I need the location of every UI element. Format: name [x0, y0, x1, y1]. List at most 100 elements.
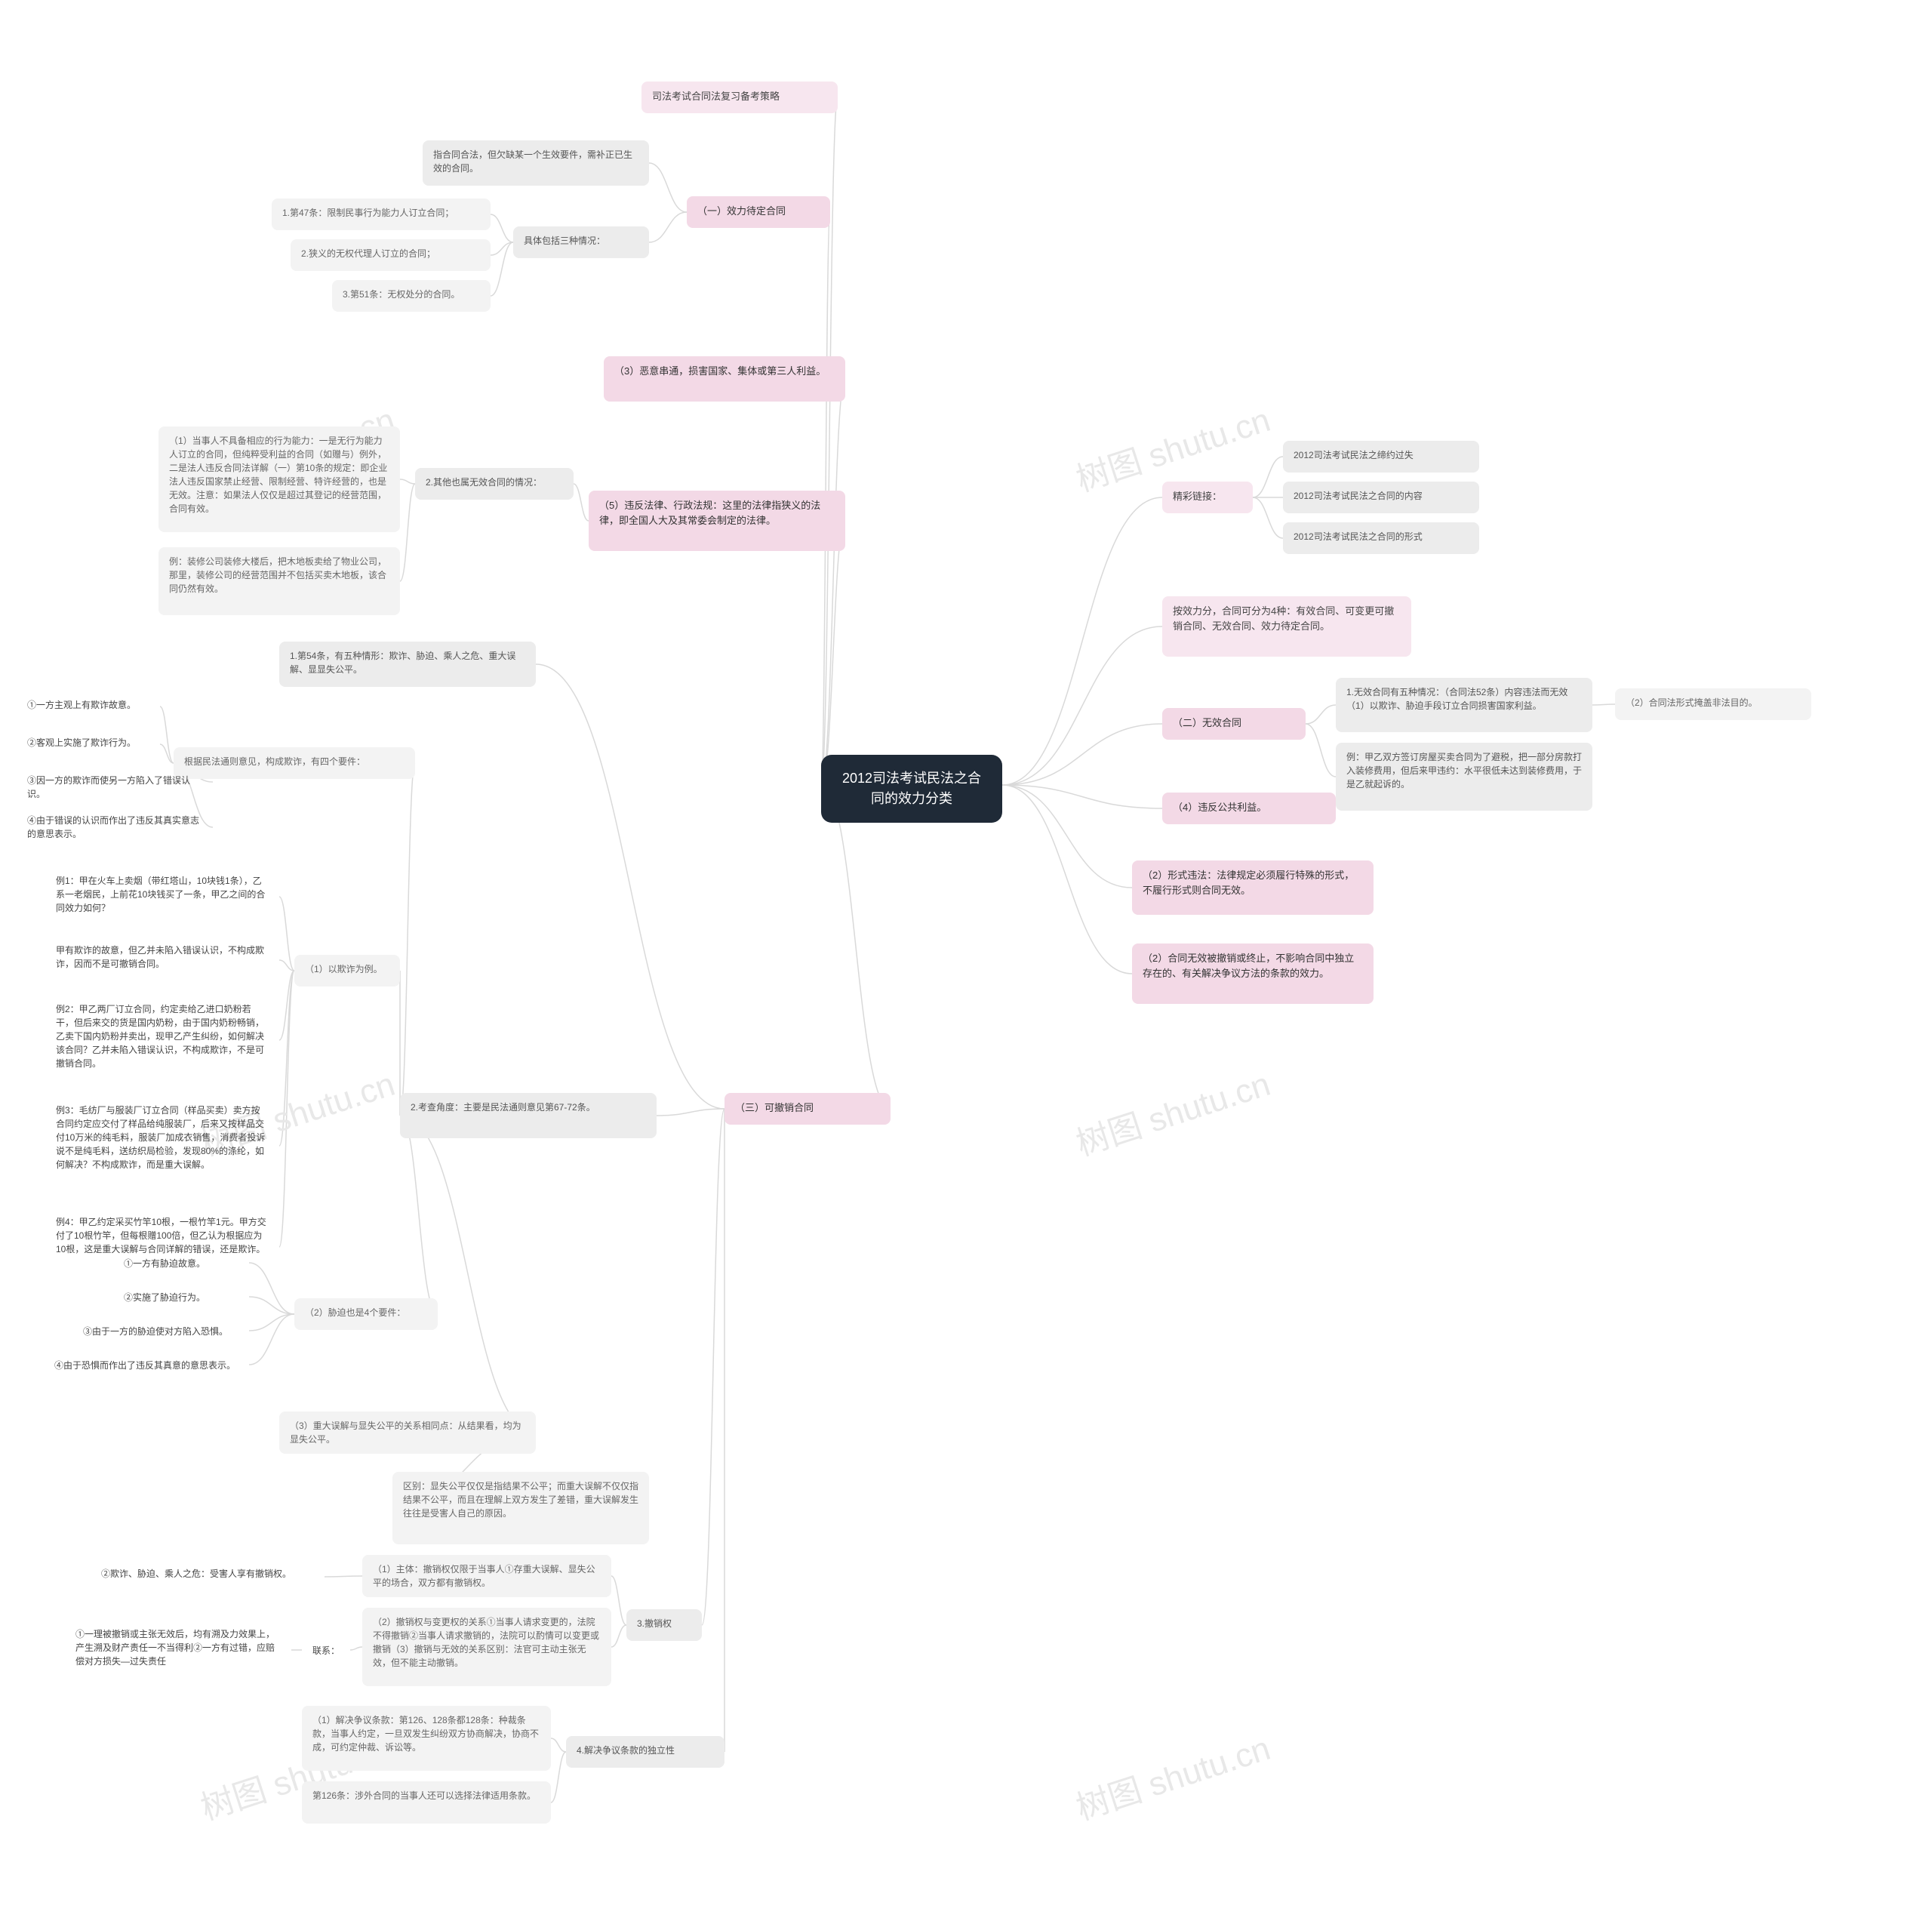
node-r_sec5_a2[interactable]: 例：装修公司装修大楼后，把木地板卖给了物业公司，那里，装修公司的经营范围并不包括…	[158, 547, 400, 615]
edge	[400, 763, 415, 1116]
node-r_sec2_b[interactable]: 例：甲乙双方签订房屋买卖合同为了避税，把一部分房款打入装修费用，但后来甲违约：水…	[1336, 743, 1592, 811]
node-r_sec1_b3[interactable]: 3.第51条：无权处分的合同。	[332, 280, 491, 312]
node-s3_3_diff[interactable]: 区别：显失公平仅仅是指结果不公平；而重大误解不仅仅指结果不公平，而且在理解上双方…	[392, 1472, 649, 1544]
node-s3_3[interactable]: （3）重大误解与显失公平的关系相同点：从结果看，均为显失公平。	[279, 1411, 536, 1454]
node-s3_54[interactable]: 1.第54条，有五种情形：欺诈、胁迫、乘人之危、重大误解、显显失公平。	[279, 642, 536, 687]
edge	[400, 1116, 536, 1433]
node-s3_1[interactable]: （1）以欺诈为例。	[294, 955, 400, 987]
edge	[160, 706, 174, 763]
watermark: 树图 shutu.cn	[1069, 1057, 1275, 1165]
edge	[649, 163, 687, 212]
node-s3_yj_2[interactable]: ②客观上实施了欺诈行为。	[17, 728, 160, 760]
edge	[1253, 497, 1283, 538]
node-r_sec1_b1[interactable]: 1.第47条：限制民事行为能力人订立合同；	[272, 199, 491, 230]
node-r_top[interactable]: 司法考试合同法复习备考策略	[641, 82, 838, 113]
node-s3_rev[interactable]: 3.撤销权	[626, 1609, 702, 1641]
edge	[1002, 785, 1162, 808]
node-r_sec5_a1[interactable]: （1）当事人不具备相应的行为能力：一是无行为能力人订立的合同，但纯粹受利益的合同…	[158, 426, 400, 532]
node-links_head[interactable]: 精彩链接：	[1162, 482, 1253, 513]
edge	[1002, 785, 1132, 974]
node-s3_1_ex3[interactable]: 例3：毛纺厂与服装厂订立合同（样品买卖）卖方按合同约定应交付了样品给纯服装厂，后…	[45, 1096, 279, 1196]
edge	[160, 744, 174, 763]
edge	[491, 242, 513, 255]
edge	[1253, 457, 1283, 497]
node-s3_1_ex1a[interactable]: 例1：甲在火车上卖烟（带红塔山，10块钱1条），乙系一老烟民，上前花10块钱买了…	[45, 867, 279, 927]
node-r_sec5[interactable]: （5）违反法律、行政法规：这里的法律指狭义的法律，即全国人大及其常委会制定的法律…	[589, 491, 845, 551]
edge	[611, 1576, 626, 1625]
edge	[1306, 724, 1336, 777]
edge	[350, 1647, 362, 1650]
node-links_3[interactable]: 2012司法考试民法之合同的形式	[1283, 522, 1479, 554]
edge	[279, 960, 294, 971]
edge	[279, 971, 294, 1247]
node-s3_rev_2_l_head[interactable]: 联系：	[302, 1636, 350, 1665]
edge	[279, 971, 294, 1040]
node-s3_rev_1[interactable]: （1）主体：撤销权仅限于当事人①存重大误解、显失公平的场合，双方都有撤销权。	[362, 1555, 611, 1597]
node-r_sec5_a[interactable]: 2.其他也属无效合同的情况：	[415, 468, 574, 500]
edge	[1002, 785, 1132, 888]
node-r_power[interactable]: 按效力分，合同可分为4种：有效合同、可变更可撤销合同、无效合同、效力待定合同。	[1162, 596, 1411, 657]
edge	[400, 484, 415, 581]
node-s3_4[interactable]: 4.解决争议条款的独立性	[566, 1736, 724, 1768]
node-r_form[interactable]: （2）形式违法：法律规定必须履行特殊的形式，不履行形式则合同无效。	[1132, 860, 1374, 915]
node-s3_rev_1_l[interactable]: ②欺诈、胁迫、乘人之危：受害人享有撤销权。	[91, 1559, 325, 1594]
node-s3_yj_1[interactable]: ①一方主观上有欺诈故意。	[17, 691, 160, 722]
edge	[574, 484, 589, 521]
edge	[551, 1738, 566, 1752]
node-r_sec2_a[interactable]: 1.无效合同有五种情况：（合同法52条）内容违法而无效（1）以欺诈、胁迫手段订立…	[1336, 678, 1592, 732]
node-r_sec2_a_r[interactable]: （2）合同法形式掩盖非法目的。	[1615, 688, 1811, 720]
edge	[1002, 724, 1162, 785]
node-r_sec3_evil[interactable]: （3）恶意串通，损害国家、集体或第三人利益。	[604, 356, 845, 402]
node-r_sec4[interactable]: （4）违反公共利益。	[1162, 793, 1336, 824]
edge	[1592, 704, 1615, 705]
edge	[821, 785, 891, 1109]
edge	[279, 971, 294, 1146]
edge	[821, 379, 845, 785]
node-s3_yj_3[interactable]: ③因一方的欺诈而使另一方陷入了错误认识。	[17, 766, 213, 808]
watermark: 树图 shutu.cn	[1069, 1721, 1275, 1829]
node-r_sec1[interactable]: （一）效力待定合同	[687, 196, 830, 228]
edge	[1002, 626, 1162, 785]
node-s3_2[interactable]: （2）胁迫也是4个要件：	[294, 1298, 438, 1330]
node-root[interactable]: 2012司法考试民法之合同的效力分类	[821, 755, 1002, 823]
edge	[325, 1576, 362, 1577]
edge	[536, 664, 724, 1109]
node-s3_4_a[interactable]: （1）解决争议条款：第126、128条都128条：种裁条款，当事人约定，一旦双发…	[302, 1706, 551, 1771]
edge	[821, 521, 845, 785]
edge	[649, 212, 687, 242]
edge	[249, 1314, 294, 1365]
edge	[491, 242, 513, 296]
edge	[702, 1109, 724, 1625]
node-r_sec1_b2[interactable]: 2.狭义的无权代理人订立的合同；	[291, 239, 491, 271]
node-s3_yj_4[interactable]: ④由于错误的认识而作出了违反其真实意志的意思表示。	[17, 806, 213, 848]
node-s3_rev_2_l[interactable]: ①一理被撤销或主张无效后，均有溯及力效果上，产生溯及财产责任一不当得利②一方有过…	[65, 1620, 291, 1680]
node-r_sec1_b[interactable]: 具体包括三种情况：	[513, 226, 649, 258]
edge	[400, 479, 415, 484]
node-s3_rev_2[interactable]: （2）撤销权与变更权的关系①当事人请求变更的，法院不得撤销②当事人请求撤销的，法…	[362, 1608, 611, 1686]
node-s3_1_ex1b[interactable]: 甲有欺诈的故意，但乙并未陷入错误认识，不构成欺诈，因而不是可撤销合同。	[45, 936, 279, 984]
edge	[249, 1314, 294, 1331]
node-s3_4_b[interactable]: 第126条：涉外合同的当事人还可以选择法律适用条款。	[302, 1781, 551, 1824]
mindmap-canvas: 树图 shutu.cn树图 shutu.cn树图 shutu.cn树图 shut…	[0, 0, 1932, 1927]
node-links_1[interactable]: 2012司法考试民法之缔约过失	[1283, 441, 1479, 473]
edge	[1306, 705, 1336, 724]
edge	[279, 897, 294, 971]
node-links_2[interactable]: 2012司法考试民法之合同的内容	[1283, 482, 1479, 513]
node-s3_1_ex2[interactable]: 例2：甲乙两厂订立合同，约定卖给乙进口奶粉若干，但后来交的货是国内奶粉，由于国内…	[45, 995, 279, 1085]
edge	[657, 1109, 724, 1116]
node-s3_angle[interactable]: 2.考查角度：主要是民法通则意见第67-72条。	[400, 1093, 657, 1138]
edge	[611, 1625, 626, 1647]
edge	[249, 1297, 294, 1314]
node-r_sec1_a[interactable]: 指合同合法，但欠缺某一个生效要件，需补正已生效的合同。	[423, 140, 649, 186]
node-r_sec3[interactable]: （三）可撤销合同	[724, 1093, 891, 1125]
edge	[1002, 497, 1162, 785]
node-r_sec2[interactable]: （二）无效合同	[1162, 708, 1306, 740]
node-s3_2_c[interactable]: ③由于一方的胁迫使对方陷入恐惧。	[72, 1317, 249, 1346]
edge	[400, 1116, 438, 1314]
node-r_indep[interactable]: （2）合同无效被撤销或终止，不影响合同中独立存在的、有关解决争议方法的条款的效力…	[1132, 943, 1374, 1004]
edge	[491, 214, 513, 242]
node-s3_2_d[interactable]: ④由于恐惧而作出了违反其真意的意思表示。	[44, 1351, 249, 1380]
node-s3_2_b[interactable]: ②实施了胁迫行为。	[113, 1283, 249, 1312]
edge	[551, 1752, 566, 1802]
node-s3_2_a[interactable]: ①一方有胁迫故意。	[113, 1249, 249, 1278]
